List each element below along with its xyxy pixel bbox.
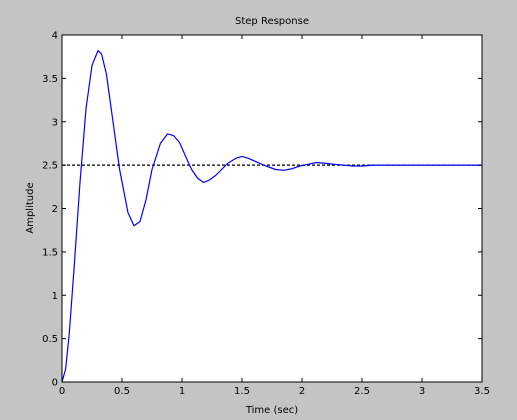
plot-area bbox=[61, 34, 483, 383]
x-tick-label: 0 bbox=[59, 386, 65, 397]
step-response-line bbox=[61, 50, 482, 383]
y-tick-label: 2 bbox=[52, 204, 58, 215]
chart-title: Step Response bbox=[235, 16, 309, 27]
y-tick-label: 1.5 bbox=[42, 247, 58, 258]
y-tick-label: 0 bbox=[52, 378, 58, 389]
y-tick-label: 1 bbox=[52, 291, 58, 302]
x-axis-label: Time (sec) bbox=[245, 405, 298, 416]
x-tick-label: 2.5 bbox=[354, 386, 370, 397]
x-tick-label: 3 bbox=[419, 386, 425, 397]
y-tick-label: 4 bbox=[52, 31, 58, 42]
y-tick-label: 2.5 bbox=[42, 161, 58, 172]
series-layer bbox=[61, 50, 482, 383]
y-axis-label: Amplitude bbox=[25, 182, 36, 233]
x-tick-label: 0.5 bbox=[114, 386, 130, 397]
x-tick-label: 3.5 bbox=[474, 386, 490, 397]
y-tick-label: 0.5 bbox=[42, 334, 58, 345]
x-tick-label: 1.5 bbox=[234, 386, 250, 397]
x-tick-label: 2 bbox=[299, 386, 305, 397]
y-tick-label: 3.5 bbox=[42, 74, 58, 85]
x-tick-label: 1 bbox=[179, 386, 185, 397]
y-tick-label: 3 bbox=[52, 117, 58, 128]
tick-layer: 0 0.5 1 1.5 2 2.5 3 3.5 0 0.5 1 1.5 2 2.5 3 3.5 4 bbox=[42, 31, 490, 398]
